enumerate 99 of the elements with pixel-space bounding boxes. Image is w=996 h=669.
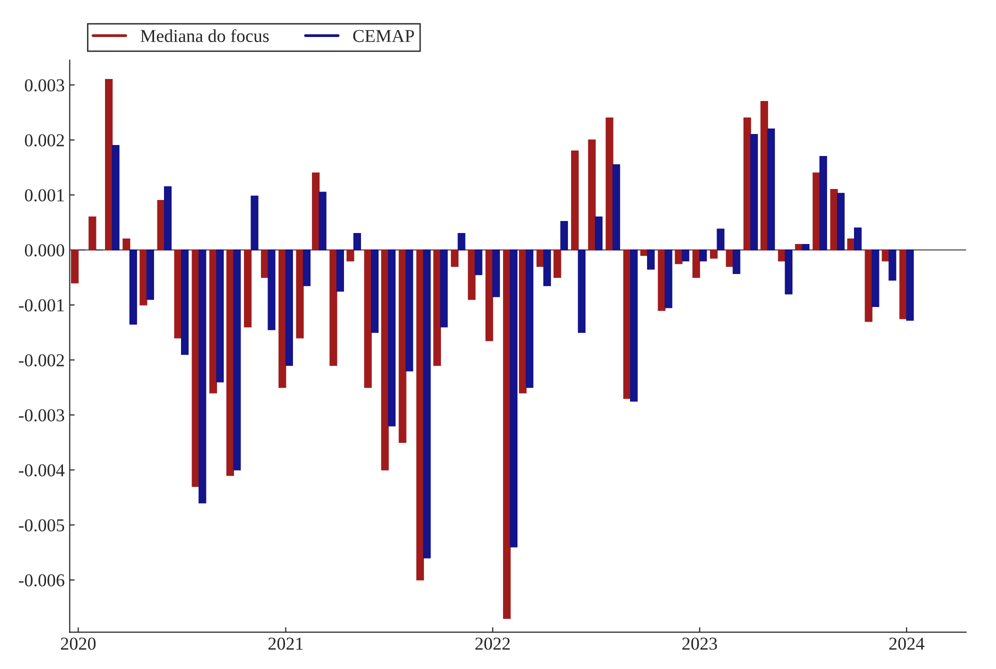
bar: [318, 192, 326, 250]
bar: [157, 200, 165, 250]
bar: [485, 250, 494, 342]
bar: [423, 250, 431, 558]
bar: [664, 250, 672, 308]
bar: [302, 250, 311, 286]
bar: [71, 250, 79, 284]
bar: [526, 250, 534, 388]
bar: [296, 250, 304, 338]
bar: [847, 238, 855, 250]
bar: [760, 101, 768, 250]
bar: [440, 250, 448, 328]
bar: [174, 250, 182, 338]
x-tick-label: 2022: [475, 638, 510, 650]
y-tick-label: -0.003: [18, 409, 64, 422]
bar: [888, 250, 896, 281]
bar: [830, 189, 838, 250]
bar: [854, 228, 862, 250]
bar: [571, 150, 579, 250]
bar: [906, 250, 914, 321]
y-tick-label: -0.006: [18, 574, 64, 586]
bar: [140, 250, 148, 306]
bar: [836, 192, 845, 250]
legend-label: Mediana do focus: [140, 29, 269, 42]
bar: [802, 244, 810, 250]
bar: [112, 145, 120, 250]
bar: [750, 134, 758, 250]
y-tick-label: 0.003: [24, 79, 64, 92]
x-tick-label: 2024: [889, 638, 924, 650]
bar: [330, 250, 338, 366]
bar: [180, 250, 189, 355]
bar: [872, 250, 880, 308]
bar: [406, 250, 414, 372]
bar: [336, 250, 344, 292]
bar: [278, 250, 286, 388]
bar: [554, 250, 562, 278]
y-tick-label: -0.001: [18, 299, 64, 312]
bar: [381, 250, 389, 470]
bar: [647, 250, 655, 270]
x-tick-label: 2023: [682, 638, 717, 650]
bar: [623, 250, 631, 399]
bar: [503, 250, 511, 619]
bar: [710, 250, 718, 259]
bar: [606, 118, 614, 250]
bar: [364, 250, 372, 388]
bar: [536, 250, 544, 267]
bar: [370, 250, 379, 333]
x-tick-label: 2021: [268, 638, 303, 650]
x-tick-label: 2020: [60, 638, 96, 650]
bar: [198, 250, 206, 504]
bar: [692, 250, 700, 278]
bar: [398, 250, 406, 443]
bar: [778, 250, 786, 262]
bar: [578, 250, 586, 333]
bar: [630, 250, 638, 402]
y-tick-label: -0.005: [18, 519, 64, 532]
bar: [312, 172, 320, 250]
bar: [346, 250, 354, 262]
y-tick-label: 0.000: [24, 244, 64, 256]
y-tick-label: -0.004: [18, 464, 65, 476]
y-tick-label: -0.002: [18, 354, 64, 366]
bar: [594, 216, 603, 250]
bar: [784, 250, 792, 294]
bar: [767, 128, 775, 250]
bar: [612, 164, 620, 250]
bar: [250, 196, 258, 250]
bar: [474, 250, 482, 276]
bar: [268, 250, 276, 330]
bar: [105, 79, 113, 250]
y-tick-label: 0.001: [24, 189, 64, 202]
bar: [353, 233, 361, 250]
bar: [819, 156, 828, 250]
bar: [510, 250, 518, 548]
bar: [492, 250, 500, 298]
bar: [468, 250, 476, 300]
bar: [812, 172, 820, 250]
bar: [560, 220, 568, 250]
bar: [233, 250, 241, 470]
bar: [682, 250, 690, 262]
bar: [244, 250, 252, 328]
bar: [732, 250, 740, 274]
bar: [122, 238, 130, 250]
bar: [588, 140, 596, 250]
bar: [458, 233, 466, 250]
bar: [146, 250, 154, 300]
bar: [216, 250, 224, 382]
bar: [699, 250, 707, 262]
bar: [450, 250, 459, 267]
bar: [164, 186, 172, 250]
y-tick-label: 0.002: [24, 134, 64, 146]
legend-label: CEMAP: [353, 30, 414, 42]
bar: [543, 250, 551, 286]
bar: [795, 244, 803, 250]
bar: [716, 228, 724, 250]
bar: [285, 250, 293, 366]
bar: [433, 250, 441, 366]
bar: [129, 250, 138, 325]
bar: [388, 250, 396, 426]
bar: [88, 216, 96, 250]
